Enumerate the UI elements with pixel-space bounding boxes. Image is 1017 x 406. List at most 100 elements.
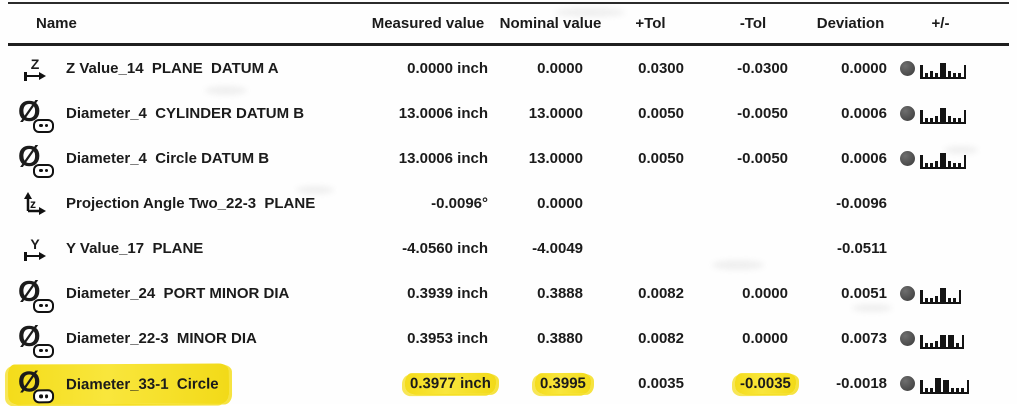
- col-header-plus-tol: +Tol: [635, 15, 666, 32]
- minus-tol-cell: 0.0000: [742, 285, 788, 302]
- nominal-value-cell: 13.0000: [528, 150, 583, 167]
- nominal-value-cell: -4.0049: [532, 240, 583, 257]
- projection-angle-glyph: z: [22, 191, 48, 217]
- plus-tol-cell: 0.0082: [638, 285, 684, 302]
- y-axis-icon: Y Ø z: [12, 237, 58, 261]
- dimension-results-table: Name Measured value Nominal value +Tol -…: [7, 2, 1009, 406]
- col-header-measured-value: Measured value: [371, 15, 485, 32]
- deviation-status-dot: [900, 286, 915, 301]
- z-axis-icon: Z Ø z: [12, 57, 58, 81]
- axis-arrow-icon: [24, 71, 46, 81]
- tolerance-indicator: [898, 59, 1009, 79]
- feature-name-cell: Ø z Diameter_22-3 MINOR DIA: [8, 319, 353, 359]
- feature-name-label: Diameter_22-3 MINOR DIA: [66, 330, 257, 347]
- nominal-value-cell: 0.3880: [537, 330, 583, 347]
- tolerance-histogram-icon: [920, 284, 961, 304]
- minus-tol-cell: -0.0035: [703, 372, 803, 395]
- plus-tol-cell: [598, 202, 703, 206]
- feature-badge-icon: [33, 118, 54, 133]
- measured-value-cell: 0.0000 inch: [407, 60, 488, 77]
- feature-name-label: Y Value_17 PLANE: [66, 240, 204, 257]
- measured-value-cell: 0.3977 inch: [353, 372, 503, 395]
- tolerance-histogram-icon: [920, 374, 969, 394]
- nominal-value-cell: 0.0000: [537, 195, 583, 212]
- svg-text:z: z: [30, 197, 36, 211]
- measured-value-cell: 13.0006 inch: [398, 105, 488, 122]
- table-body: Z Ø z: [7, 46, 1009, 406]
- col-header-deviation: Deviation: [816, 15, 885, 32]
- feature-name-cell: Ø z Diameter_33-1 Circle: [7, 363, 353, 404]
- measured-value-cell: -0.0096°: [431, 195, 488, 212]
- deviation-status-dot: [900, 376, 915, 391]
- axis-letter: Y: [30, 235, 40, 252]
- deviation-cell: -0.0018: [836, 375, 887, 392]
- table-row: Ø z Diameter_24 PORT MINOR DIA: [8, 271, 1009, 316]
- measured-value-cell: -4.0560 inch: [402, 240, 488, 257]
- minus-tol-cell: 0.0000: [742, 330, 788, 347]
- feature-name-cell: Ø z Projection Angle Two_22-3 PLANE: [8, 188, 353, 220]
- measured-value-cell: 0.3953 inch: [407, 330, 488, 347]
- tolerance-indicator: [898, 374, 1009, 394]
- plus-tol-cell: 0.0050: [638, 105, 684, 122]
- feature-name-label: Projection Angle Two_22-3 PLANE: [66, 195, 316, 212]
- deviation-cell: 0.0051: [841, 285, 887, 302]
- diameter-icon: Ø z: [12, 277, 58, 313]
- col-header-nominal-value: Nominal value: [499, 15, 602, 32]
- projection-angle-icon: Ø z: [12, 191, 58, 217]
- deviation-cell: 0.0006: [841, 105, 887, 122]
- feature-badge-icon: [33, 163, 54, 178]
- deviation-status-dot: [900, 106, 915, 121]
- deviation-cell: 0.0073: [841, 330, 887, 347]
- diameter-icon: Ø z: [12, 97, 58, 133]
- feature-name-label: Diameter_33-1 Circle: [65, 374, 219, 393]
- table-row: Ø z Diameter_4 Circle DATUM B: [8, 136, 1009, 181]
- table-row: Ø z Projection Angle Two_22-3 PLANE: [8, 181, 1009, 226]
- axis-letter: Z: [30, 55, 40, 72]
- feature-name-cell: Z Ø z: [8, 54, 353, 84]
- tolerance-histogram-icon: [920, 149, 966, 169]
- deviation-cell: 0.0006: [841, 150, 887, 167]
- minus-tol-cell: -0.0050: [737, 150, 788, 167]
- deviation-cell: 0.0000: [841, 60, 887, 77]
- feature-name-cell: Y Ø z: [8, 234, 353, 264]
- tolerance-histogram-icon: [920, 59, 966, 79]
- table-header-row: Name Measured value Nominal value +Tol -…: [8, 4, 1009, 46]
- feature-name-label: Diameter_4 CYLINDER DATUM B: [66, 105, 305, 122]
- minus-tol-cell: [703, 202, 803, 206]
- deviation-status-dot: [900, 331, 915, 346]
- feature-name-cell: Ø z Diameter_4 CYLINDER DATUM B: [8, 94, 353, 134]
- nominal-value-cell: 0.0000: [537, 60, 583, 77]
- deviation-cell: -0.0096: [836, 195, 887, 212]
- feature-name-label: Diameter_24 PORT MINOR DIA: [66, 285, 290, 302]
- diameter-icon: Ø z: [12, 142, 58, 178]
- minus-tol-cell: -0.0050: [737, 105, 788, 122]
- plus-tol-cell: 0.0300: [638, 60, 684, 77]
- feature-badge-icon: [33, 343, 54, 358]
- tolerance-histogram-icon: [920, 104, 966, 124]
- feature-name-cell: Ø z Diameter_4 Circle DATUM B: [8, 139, 353, 179]
- deviation-status-dot: [900, 151, 915, 166]
- diameter-icon: Ø z: [12, 366, 58, 403]
- plus-tol-cell: 0.0035: [638, 375, 684, 392]
- plus-tol-cell: 0.0082: [638, 330, 684, 347]
- deviation-status-dot: [900, 61, 915, 76]
- feature-name-cell: Ø z Diameter_24 PORT MINOR DIA: [8, 274, 353, 314]
- nominal-value-cell: 0.3995: [503, 372, 598, 395]
- measured-value-cell: 13.0006 inch: [398, 150, 488, 167]
- diameter-icon: Ø z: [12, 322, 58, 358]
- col-header-minus-tol: -Tol: [739, 15, 767, 32]
- tolerance-indicator: [898, 104, 1009, 124]
- tolerance-indicator: [898, 284, 1009, 304]
- feature-name-label: Diameter_4 Circle DATUM B: [66, 150, 270, 167]
- feature-name-label: Z Value_14 PLANE DATUM A: [66, 60, 279, 77]
- table-row: Ø z Diameter_33-1 Circle: [7, 361, 1009, 406]
- table-row: Ø z Diameter_22-3 MINOR DIA: [8, 316, 1009, 361]
- tolerance-histogram-icon: [920, 329, 964, 349]
- nominal-value-cell: 13.0000: [528, 105, 583, 122]
- axis-arrow-icon: [24, 251, 46, 261]
- table-top-rule: [8, 2, 1009, 4]
- feature-badge-icon: [33, 388, 55, 403]
- feature-badge-icon: [33, 298, 54, 313]
- table-row: Z Ø z: [8, 46, 1009, 91]
